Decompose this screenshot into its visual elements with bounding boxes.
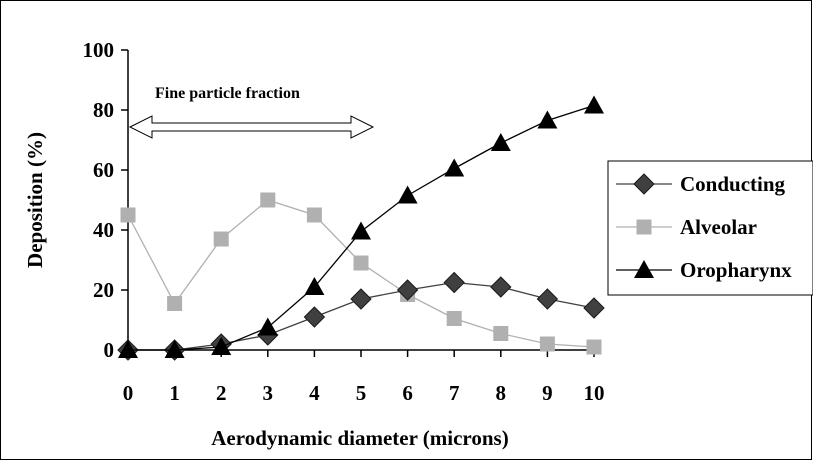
- legend-label-conducting: Conducting: [680, 172, 786, 196]
- data-point-alveolar: [260, 192, 276, 208]
- data-point-alveolar: [120, 207, 136, 223]
- legend-label-alveolar: Alveolar: [680, 215, 757, 239]
- legend-marker-conducting: [633, 173, 655, 195]
- x-tick-label: 7: [449, 381, 460, 405]
- data-point-oropharynx: [351, 221, 371, 240]
- data-point-oropharynx: [118, 340, 138, 358]
- legend-marker-oropharynx: [634, 260, 654, 278]
- annotation-label: Fine particle fraction: [155, 85, 300, 102]
- x-tick-label: 9: [542, 381, 553, 405]
- x-tick-label: 10: [584, 381, 605, 405]
- data-point-oropharynx: [537, 110, 558, 129]
- data-point-conducting: [536, 288, 559, 310]
- data-point-conducting: [303, 306, 326, 328]
- data-point-conducting: [443, 271, 465, 294]
- data-point-conducting: [583, 297, 605, 319]
- data-point-alveolar: [167, 296, 183, 311]
- data-point-conducting: [350, 288, 372, 310]
- y-tick-label: 40: [93, 218, 114, 242]
- series-layer: [117, 95, 605, 361]
- data-point-alveolar: [493, 326, 509, 341]
- y-tick-label: 100: [83, 38, 115, 62]
- x-tick-label: 6: [402, 381, 413, 405]
- data-point-conducting: [396, 279, 419, 301]
- x-tick-label: 8: [496, 381, 507, 405]
- data-point-alveolar: [586, 339, 602, 355]
- data-point-oropharynx: [257, 317, 278, 336]
- data-point-oropharynx: [397, 185, 418, 204]
- x-tick-label: 3: [263, 381, 274, 405]
- data-point-alveolar: [306, 207, 322, 223]
- x-tick-label: 5: [356, 381, 367, 405]
- x-tick-label: 4: [309, 381, 320, 405]
- data-point-oropharynx: [444, 158, 465, 177]
- y-axis-title: Deposition (%): [23, 132, 47, 268]
- annotation-layer: Fine particle fraction: [128, 85, 375, 139]
- y-tick-label: 20: [93, 278, 114, 302]
- y-tick-label: 0: [104, 338, 115, 362]
- data-point-conducting: [490, 276, 512, 298]
- data-point-oropharynx: [164, 340, 185, 358]
- data-point-oropharynx: [304, 277, 325, 295]
- y-tick-label: 60: [93, 158, 114, 182]
- legend-label-oropharynx: Oropharynx: [680, 258, 792, 282]
- x-axis-title: Aerodynamic diameter (microns): [211, 426, 508, 450]
- x-tick-label: 2: [216, 381, 227, 405]
- legend-marker-alveolar: [636, 219, 652, 235]
- y-tick-label: 80: [93, 98, 114, 122]
- data-point-alveolar: [446, 311, 462, 326]
- x-tick-label: 0: [123, 381, 134, 405]
- data-point-oropharynx: [584, 95, 604, 114]
- x-tick-label: 1: [169, 381, 180, 405]
- data-point-oropharynx: [490, 133, 511, 151]
- data-point-alveolar: [213, 231, 229, 247]
- data-point-alveolar: [353, 255, 369, 271]
- data-point-oropharynx: [211, 337, 232, 355]
- data-point-alveolar: [539, 336, 555, 352]
- fine-fraction-arrow: [128, 115, 375, 139]
- legend: Conducting Alveolar Oropharynx: [607, 160, 813, 296]
